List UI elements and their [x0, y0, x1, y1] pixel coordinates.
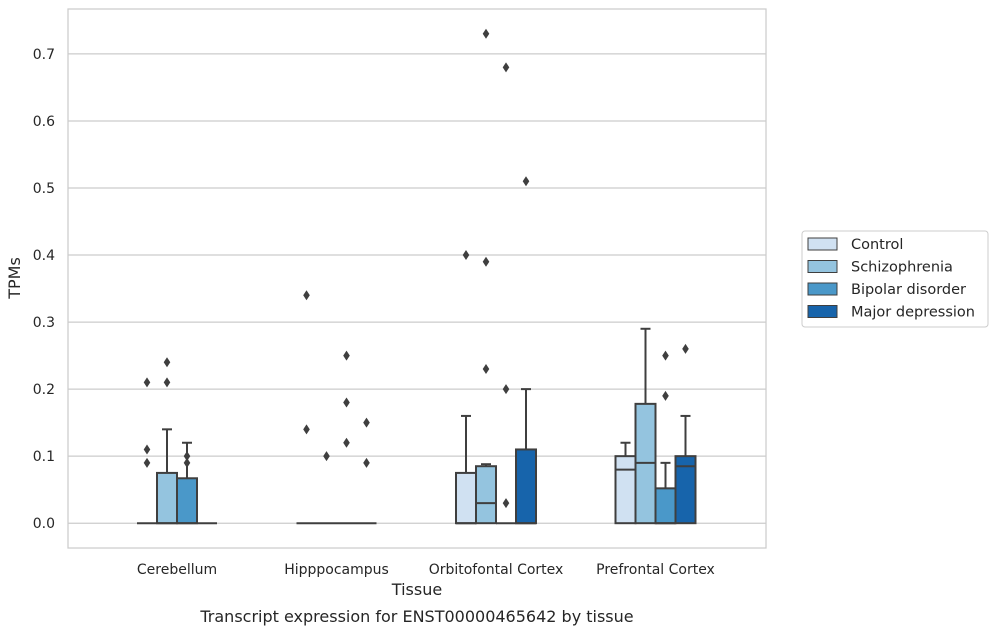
y-tick-label: 0.4 — [33, 248, 55, 264]
box-body — [614, 455, 637, 525]
y-tick-label: 0.2 — [33, 382, 55, 398]
outlier-point — [323, 451, 330, 462]
legend-label: Control — [851, 237, 903, 253]
box-2-1 — [336, 350, 357, 525]
x-tick-label: Prefrontal Cortex — [596, 562, 715, 578]
box-body — [156, 471, 178, 525]
x-axis-label: Tissue — [391, 580, 442, 599]
outlier-point — [163, 377, 171, 388]
legend-swatch — [807, 305, 838, 318]
box-body — [475, 465, 497, 525]
boxes-layer — [137, 28, 697, 525]
outlier-point — [303, 290, 310, 301]
box-body — [674, 455, 697, 525]
outlier-point — [522, 176, 530, 187]
outlier-point — [143, 444, 151, 455]
box-2-2 — [496, 62, 516, 525]
x-tick-label: Cerebellum — [137, 562, 217, 578]
box-1-0 — [156, 357, 178, 525]
legend-frame — [801, 230, 989, 328]
box-1-3 — [634, 327, 657, 525]
box-3-3 — [674, 343, 697, 525]
outlier-point — [502, 62, 510, 73]
outlier-point — [343, 350, 350, 361]
outlier-point — [682, 343, 689, 354]
outlier-point — [502, 498, 510, 509]
x-tick-label: Orbitofontal Cortex — [429, 562, 564, 578]
outlier-point — [183, 457, 191, 468]
y-tick-labels: 0.0 0.1 0.2 0.3 0.4 0.5 0.6 0.7 — [33, 47, 55, 532]
chart-title: Transcript expression for ENST0000046564… — [199, 607, 633, 626]
grid-layer — [68, 53, 766, 524]
box-body — [176, 477, 198, 525]
box-body — [515, 448, 537, 525]
legend: Control Schizophrenia Bipolar disorder Majo… — [801, 230, 989, 328]
box-3-2 — [515, 176, 537, 525]
box-body — [455, 471, 477, 525]
outlier-point — [462, 250, 470, 261]
y-axis-label: TPMs — [5, 257, 24, 300]
box-2-0 — [176, 441, 198, 525]
legend-swatch — [807, 260, 838, 273]
outlier-point — [662, 390, 669, 401]
x-tick-labels: Cerebellum Hipppocampus Orbitofontal Corte… — [137, 562, 715, 578]
y-tick-label: 0.5 — [33, 181, 55, 197]
outlier-point — [183, 451, 191, 462]
outlier-point — [662, 350, 669, 361]
box-0-2 — [455, 250, 477, 525]
y-tick-label: 0.7 — [33, 47, 55, 63]
box-0-1 — [296, 290, 317, 525]
outlier-point — [163, 357, 171, 368]
legend-swatch — [807, 237, 838, 251]
outlier-point — [482, 364, 490, 375]
outlier-point — [303, 424, 310, 435]
outlier-point — [343, 437, 350, 448]
plot-area-frame — [67, 8, 767, 549]
box-3-1 — [356, 417, 377, 525]
legend-label: Major depression — [851, 305, 975, 321]
box-0-3 — [614, 441, 637, 525]
outlier-point — [143, 377, 151, 388]
legend-label: Bipolar disorder — [851, 282, 966, 298]
outlier-point — [363, 457, 370, 468]
box-body — [654, 487, 677, 525]
legend-swatch — [807, 282, 838, 296]
box-0-0 — [137, 377, 157, 525]
y-tick-label: 0.1 — [33, 449, 55, 465]
outlier-point — [363, 417, 370, 428]
outlier-point — [482, 28, 490, 39]
y-tick-label: 0.3 — [33, 315, 55, 331]
box-1-2 — [475, 28, 497, 525]
y-tick-label: 0.0 — [33, 516, 55, 532]
legend-label: Schizophrenia — [851, 260, 953, 276]
box-2-3 — [654, 350, 677, 525]
x-tick-label: Hipppocampus — [284, 562, 389, 578]
y-tick-label: 0.6 — [33, 114, 55, 130]
outlier-point — [482, 256, 490, 267]
outlier-point — [502, 384, 510, 395]
box-1-1 — [316, 451, 337, 525]
outlier-point — [343, 397, 350, 408]
outlier-point — [143, 457, 151, 468]
